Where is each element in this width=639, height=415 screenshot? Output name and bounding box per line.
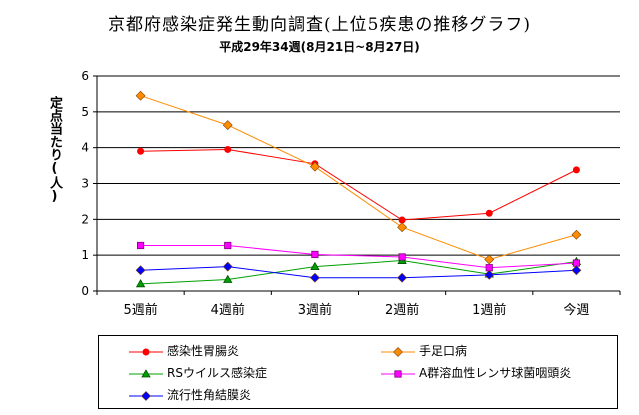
data-point: [571, 229, 582, 240]
y-tick-label: 2: [81, 212, 89, 226]
x-tick-label: 3週前: [298, 302, 332, 318]
legend-item: A群溶血性レンサ球菌咽頭炎: [381, 365, 571, 381]
legend-label: 流行性角結膜炎: [167, 388, 252, 402]
y-tick-label: 6: [81, 69, 89, 83]
series-line: [140, 260, 577, 285]
y-tick-label: 3: [81, 177, 89, 191]
data-point: [571, 265, 582, 276]
data-point: [222, 120, 233, 131]
x-tick-label: 5週前: [123, 302, 157, 318]
data-point: [135, 265, 146, 276]
data-point: [484, 269, 495, 280]
legend-marker-icon: [129, 368, 163, 377]
y-tick-label: 4: [81, 141, 89, 155]
data-point: [135, 90, 146, 101]
data-point: [309, 272, 320, 283]
series-line: [140, 148, 577, 221]
data-point: [309, 161, 320, 172]
legend-label: A群溶血性レンサ球菌咽頭炎: [419, 366, 572, 380]
series-line: [140, 244, 577, 269]
series-line: [140, 95, 577, 260]
y-tick-label: 1: [81, 248, 89, 262]
legend-item: RSウイルス感染症: [129, 365, 267, 381]
legend-marker: [141, 390, 151, 401]
data-point: [135, 279, 146, 288]
legend-item: 感染性胃腸炎: [129, 343, 239, 359]
data-point: [224, 145, 232, 153]
data-point: [398, 216, 406, 224]
data-point: [137, 147, 145, 155]
data-point: [223, 274, 233, 283]
legend-marker: [141, 368, 151, 377]
legend-label: 感染性胃腸炎: [167, 344, 240, 358]
y-tick-label: 5: [81, 105, 89, 119]
legend-marker-icon: [381, 346, 415, 357]
legend-item: 手足口病: [381, 343, 467, 359]
legend-label: RSウイルス感染症: [167, 366, 267, 380]
legend: 感染性胃腸炎 手足口病 RSウイルス感染症 A群溶血性レンサ球菌咽頭炎 流行性角…: [98, 335, 618, 409]
legend-marker-icon: [381, 369, 415, 378]
legend-marker-icon: [129, 348, 163, 355]
data-point: [485, 264, 493, 272]
x-tick-label: 4週前: [211, 302, 245, 318]
legend-marker: [394, 369, 402, 378]
data-point: [397, 222, 408, 233]
x-tick-label: 1週前: [472, 302, 506, 318]
x-tick-label: 今週: [563, 302, 589, 318]
chart-subtitle: 平成29年34週(8月21日~8月27日): [219, 40, 420, 54]
legend-marker-icon: [129, 390, 163, 401]
data-point: [310, 261, 320, 271]
line-chart: 0 1 2 3 4 5 6 5週前 4週前 3週前 2週前 1週前 今週: [81, 69, 621, 318]
legend-item: 流行性角結膜炎: [129, 387, 251, 403]
data-point: [224, 241, 232, 250]
legend-marker: [142, 348, 150, 355]
x-tick-label: 2週前: [385, 302, 419, 318]
y-axis-label: 定点当たり(人): [47, 96, 62, 204]
data-point: [484, 254, 495, 265]
chart-title: 京都府感染症発生動向調査(上位5疾患の推移グラフ): [107, 15, 532, 35]
data-point: [311, 250, 319, 259]
data-point: [222, 261, 233, 272]
data-point: [398, 253, 406, 261]
data-point: [397, 272, 408, 283]
data-point: [136, 241, 145, 250]
y-tick-label: 0: [81, 284, 89, 298]
data-point: [485, 209, 493, 217]
legend-marker: [393, 346, 403, 357]
data-point: [572, 166, 580, 174]
series-line: [140, 266, 577, 279]
legend-label: 手足口病: [419, 344, 468, 358]
data-point: [572, 259, 581, 267]
